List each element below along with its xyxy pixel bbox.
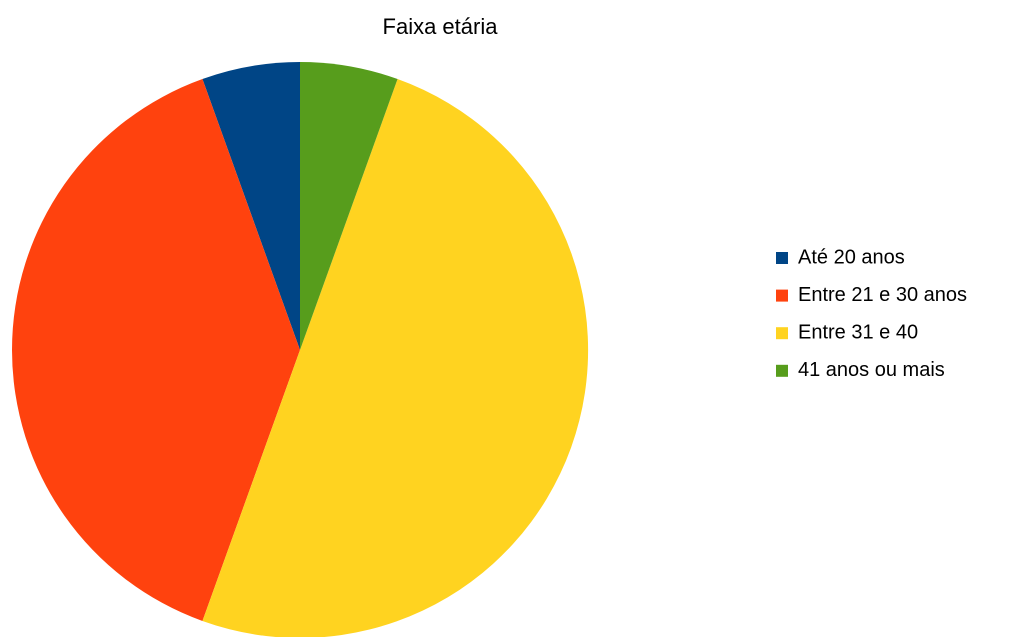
pie-slice	[202, 79, 588, 637]
pie-slice	[300, 62, 398, 350]
pie-slice	[12, 79, 300, 621]
legend-label: 41 anos ou mais	[798, 359, 945, 381]
legend-swatch	[776, 364, 788, 377]
legend-label: Entre 31 e 40	[798, 321, 918, 343]
legend-swatch	[776, 327, 788, 340]
legend-label: Entre 21 e 30 anos	[798, 284, 967, 306]
legend-swatch	[776, 252, 788, 264]
legend-label: Até 20 anos	[798, 246, 905, 268]
chart-title: Faixa etária	[383, 14, 499, 39]
pie-slice	[202, 62, 300, 350]
legend-swatch	[776, 289, 788, 302]
